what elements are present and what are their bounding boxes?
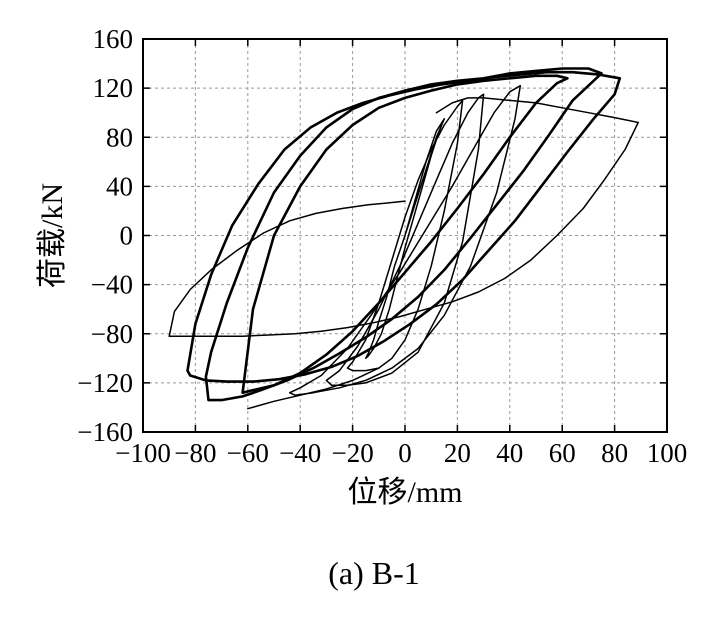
hysteresis-loop-7 bbox=[186, 70, 622, 383]
hysteresis-loop-8 bbox=[168, 121, 639, 337]
y-tick-label: 120 bbox=[93, 73, 134, 103]
x-tick-label: 80 bbox=[601, 438, 628, 468]
x-tick-label: 60 bbox=[549, 438, 576, 468]
hysteresis-loop-10 bbox=[247, 367, 380, 410]
hysteresis-loop-3 bbox=[325, 93, 485, 387]
x-tick-label: 0 bbox=[398, 438, 412, 468]
y-axis-ticks: 160 120 80 40 0 −40 −80 −120 −160 bbox=[77, 24, 667, 447]
y-tick-label: 160 bbox=[93, 24, 134, 54]
plot-series bbox=[168, 67, 639, 410]
y-tick-label: 40 bbox=[106, 171, 133, 201]
x-tick-label: −20 bbox=[331, 438, 373, 468]
x-tick-label: 40 bbox=[496, 438, 523, 468]
hysteresis-loop-6 bbox=[204, 67, 603, 402]
x-tick-label: −80 bbox=[174, 438, 216, 468]
y-tick-label: −40 bbox=[91, 270, 133, 300]
hysteresis-loop-4 bbox=[288, 84, 522, 396]
x-tick-label: −40 bbox=[279, 438, 321, 468]
hysteresis-loop-2 bbox=[346, 99, 464, 372]
y-tick-label: −120 bbox=[77, 368, 133, 398]
x-tick-label: −100 bbox=[115, 438, 171, 468]
hysteresis-loop-5 bbox=[241, 74, 569, 395]
y-axis-label: 荷载/kN bbox=[36, 183, 69, 288]
x-tick-label: −60 bbox=[227, 438, 269, 468]
x-tick-label: 100 bbox=[647, 438, 688, 468]
y-tick-label: 80 bbox=[106, 122, 133, 152]
figure-caption: (a) B-1 bbox=[328, 555, 420, 591]
x-tick-label: 20 bbox=[444, 438, 471, 468]
hysteresis-loop-9 bbox=[435, 97, 639, 124]
x-axis-ticks: −100 −80 −60 −40 −20 0 20 40 60 80 100 bbox=[115, 39, 687, 468]
y-tick-label: 0 bbox=[120, 221, 134, 251]
y-tick-label: −80 bbox=[91, 319, 133, 349]
hysteresis-loop-1 bbox=[364, 118, 446, 360]
x-axis-label: 位移/mm bbox=[347, 476, 462, 509]
y-tick-label: −160 bbox=[77, 417, 133, 447]
